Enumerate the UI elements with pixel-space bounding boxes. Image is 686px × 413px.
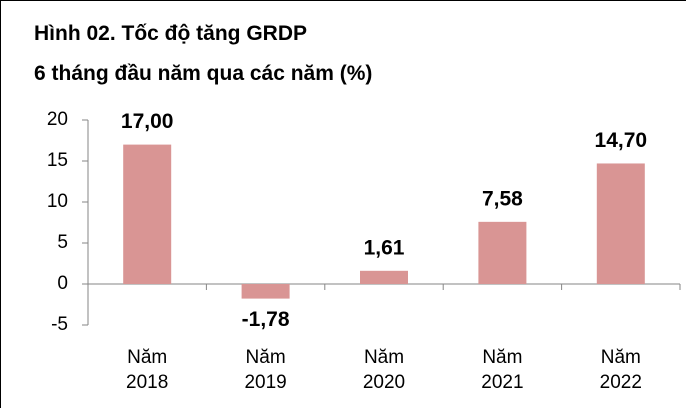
bar: [360, 271, 408, 284]
y-tick-label: 10: [47, 191, 68, 212]
y-tick-label: 20: [47, 109, 68, 130]
chart-title: Hình 02. Tốc độ tăng GRDP: [34, 22, 307, 45]
bar: [242, 284, 290, 299]
value-label: 17,00: [121, 110, 174, 133]
value-label: -1,78: [242, 308, 290, 331]
value-label: 14,70: [595, 129, 648, 152]
value-label: 1,61: [364, 236, 405, 259]
y-tick-label: 5: [57, 232, 68, 253]
bar: [597, 163, 645, 284]
y-tick-label: -5: [51, 314, 68, 335]
bar: [478, 222, 526, 284]
y-tick-label: 0: [57, 273, 68, 294]
y-tick-label: 15: [47, 150, 68, 171]
value-label: 7,58: [482, 187, 523, 210]
chart-subtitle: 6 tháng đầu năm qua các năm (%): [34, 62, 372, 85]
bar: [123, 145, 171, 284]
